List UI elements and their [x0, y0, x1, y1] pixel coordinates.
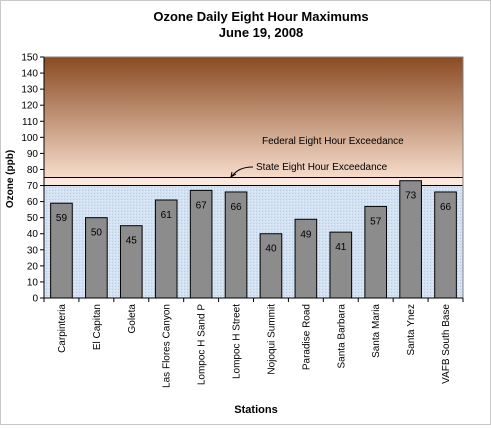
y-axis-title: Ozone (ppb)	[5, 150, 16, 208]
bar-value-label: 40	[265, 244, 277, 255]
below-threshold-zone	[44, 185, 463, 298]
bar-value-label: 66	[230, 202, 242, 213]
chart-title: Ozone Daily Eight Hour Maximums	[153, 9, 368, 24]
x-axis: Carpinteria El Capitan Goleta Las Flores Ca…	[43, 297, 464, 388]
state-exceedance-band	[44, 177, 463, 186]
chart-subtitle: June 19, 2008	[219, 25, 304, 40]
x-tick-label: Santa Ynez	[406, 304, 417, 356]
y-tick-label: 0	[32, 294, 38, 305]
x-tick-label: Carpinteria	[57, 304, 68, 353]
y-tick-label: 80	[27, 165, 39, 176]
x-tick-label: Goleta	[127, 304, 138, 334]
y-tick-label: 30	[27, 245, 39, 256]
x-tick-label: Lompoc H Sand P	[197, 304, 208, 385]
exceedance-zone	[44, 57, 463, 178]
state-label-arrow	[230, 166, 254, 178]
x-tick-label: Lompoc H Street	[232, 304, 243, 379]
y-tick-label: 50	[27, 213, 39, 224]
y-tick-label: 40	[27, 229, 39, 240]
bar-value-label: 49	[300, 229, 312, 240]
bar-value-label: 41	[335, 242, 347, 253]
y-tick-label: 130	[21, 85, 38, 96]
x-tick-label: Las Flores Canyon	[162, 304, 173, 388]
x-tick-label: El Capitan	[92, 304, 103, 350]
bar-value-label: 59	[56, 213, 68, 224]
x-tick-label: Paradise Road	[301, 304, 312, 370]
bar-value-label: 50	[91, 228, 103, 239]
x-tick-label: Santa Maria	[371, 304, 382, 358]
federal-exceedance-label: Federal Eight Hour Exceedance	[262, 136, 404, 147]
bar-value-label: 67	[196, 200, 208, 211]
y-tick-label: 140	[21, 69, 38, 80]
y-tick-label: 110	[22, 117, 38, 128]
x-tick-label: Santa Barbara	[336, 304, 347, 369]
y-tick-label: 120	[21, 101, 38, 112]
y-tick-label: 60	[27, 197, 39, 208]
bar-value-label: 73	[405, 191, 417, 202]
y-tick-label: 90	[27, 149, 39, 160]
bar-value-label: 45	[126, 236, 138, 247]
y-tick-label: 10	[27, 277, 39, 288]
bar-value-label: 57	[370, 216, 382, 227]
x-tick-label: VAFB South Base	[441, 304, 452, 384]
y-tick-label: 150	[21, 53, 38, 64]
y-axis: 0 10 20 30 40 50 60 70 80 90 100 110 120 130 140 150	[21, 53, 45, 305]
x-tick-label: Nojoqui Summit	[266, 304, 277, 375]
y-tick-label: 70	[27, 181, 39, 192]
bar-value-label: 66	[440, 202, 452, 213]
bar-value-label: 61	[161, 210, 173, 221]
state-exceedance-label: State Eight Hour Exceedance	[256, 162, 388, 173]
y-tick-label: 100	[21, 133, 38, 144]
y-tick-label: 20	[27, 261, 39, 272]
x-axis-title: Stations	[234, 404, 277, 416]
